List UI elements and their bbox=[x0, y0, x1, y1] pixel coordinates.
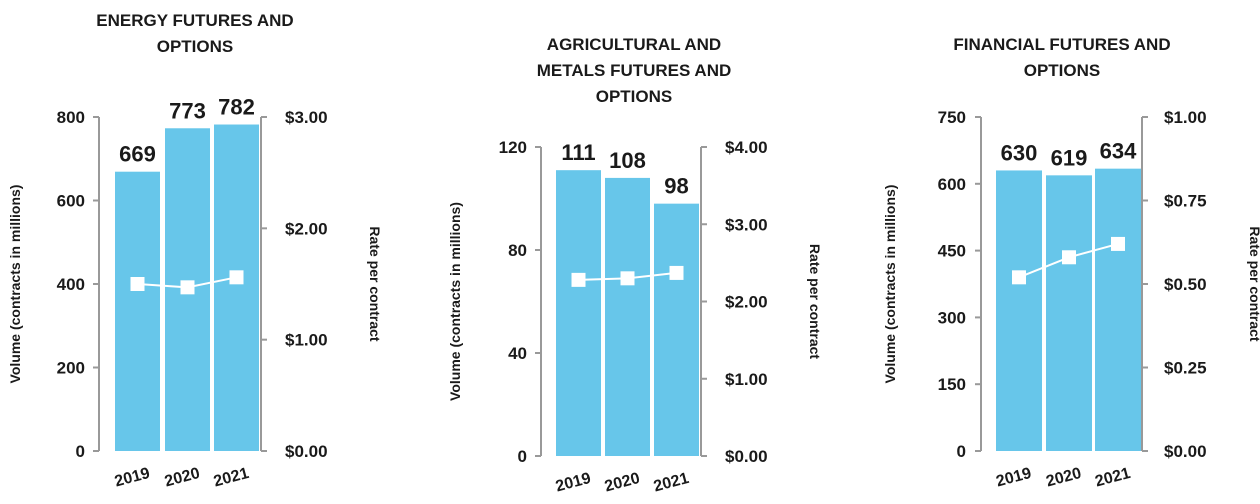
rate-marker bbox=[1062, 250, 1076, 265]
left-axis-tick-label: 750 bbox=[938, 108, 966, 127]
left-axis-tick-label: 450 bbox=[938, 242, 966, 261]
x-axis-category-label: 2021 bbox=[1093, 465, 1132, 491]
right-axis-tick-label: $1.00 bbox=[725, 370, 768, 389]
right-axis-tick-label: $0.50 bbox=[1164, 275, 1207, 294]
bar-data-label: 98 bbox=[664, 174, 688, 199]
x-axis-category-label: 2019 bbox=[554, 470, 593, 496]
y2-axis-title: Rate per contract bbox=[1247, 226, 1260, 341]
bar-data-label: 108 bbox=[609, 148, 646, 173]
financial-chart: FINANCIAL FUTURES AND OPTIONS 0 150 300 450 60… bbox=[882, 35, 1260, 491]
bar bbox=[1046, 175, 1092, 451]
x-axis-category-label: 2019 bbox=[113, 465, 152, 491]
left-axis-tick-label: 600 bbox=[57, 192, 85, 211]
right-axis-tick-label: $0.00 bbox=[285, 442, 328, 461]
rate-marker bbox=[620, 271, 635, 286]
bar-data-label: 634 bbox=[1100, 139, 1137, 164]
rate-marker bbox=[180, 280, 195, 295]
chart-title-line: AGRICULTURAL AND bbox=[547, 35, 721, 54]
rate-marker bbox=[669, 265, 684, 280]
left-axis-tick-label: 150 bbox=[938, 375, 966, 394]
left-axis-tick-label: 120 bbox=[499, 138, 527, 157]
rate-marker bbox=[130, 277, 145, 291]
x-axis-category-label: 2021 bbox=[212, 465, 251, 491]
left-axis-tick-label: 800 bbox=[57, 108, 85, 127]
x-axis-category-label: 2020 bbox=[163, 465, 202, 491]
bar-data-label: 111 bbox=[561, 140, 595, 165]
right-axis-tick-label: $1.00 bbox=[285, 331, 328, 350]
right-axis-tick-label: $0.00 bbox=[725, 447, 768, 466]
y-axis-title: Volume (contracts in millions) bbox=[882, 185, 898, 384]
chart-title-line: ENERGY FUTURES AND bbox=[96, 11, 293, 30]
left-axis-tick-label: 40 bbox=[508, 344, 527, 363]
bar bbox=[996, 170, 1042, 451]
bar bbox=[605, 177, 650, 456]
left-axis-tick-label: 0 bbox=[957, 442, 966, 461]
rate-marker bbox=[229, 270, 244, 285]
chart-title-line: FINANCIAL FUTURES AND bbox=[953, 35, 1170, 54]
bar bbox=[214, 124, 259, 451]
left-axis-tick-label: 80 bbox=[508, 241, 527, 260]
y2-axis-title: Rate per contract bbox=[807, 244, 823, 359]
x-axis-category-label: 2020 bbox=[1044, 465, 1083, 491]
bar bbox=[115, 171, 160, 451]
left-axis-tick-label: 200 bbox=[57, 359, 85, 378]
bar-data-label: 773 bbox=[169, 98, 206, 123]
rate-marker bbox=[1111, 236, 1125, 251]
bar-data-label: 782 bbox=[218, 95, 255, 120]
y-axis-title: Volume (contracts in millions) bbox=[447, 202, 463, 401]
left-axis-tick-label: 300 bbox=[938, 308, 966, 327]
agricultural-metals-chart: AGRICULTURAL AND METALS FUTURES AND OPTION… bbox=[447, 35, 823, 496]
energy-chart: ENERGY FUTURES AND OPTIONS 0 200 400 600 800 $0… bbox=[7, 11, 383, 491]
rate-marker bbox=[1012, 270, 1026, 285]
bar-data-label: 669 bbox=[119, 142, 156, 167]
bar bbox=[1095, 168, 1141, 451]
y-axis-title: Volume (contracts in millions) bbox=[7, 185, 23, 384]
bar-data-label: 630 bbox=[1001, 140, 1038, 165]
x-axis-category-label: 2020 bbox=[603, 470, 642, 496]
right-axis-tick-label: $0.75 bbox=[1164, 192, 1207, 211]
rate-marker bbox=[571, 272, 586, 287]
right-axis-tick-label: $3.00 bbox=[285, 108, 328, 127]
left-axis-tick-label: 600 bbox=[938, 175, 966, 194]
right-axis-tick-label: $0.00 bbox=[1164, 442, 1207, 461]
right-axis-tick-label: $3.00 bbox=[725, 215, 768, 234]
left-axis-tick-label: 0 bbox=[518, 447, 527, 466]
left-axis-tick-label: 0 bbox=[76, 442, 85, 461]
right-axis-tick-label: $2.00 bbox=[285, 219, 328, 238]
left-axis-tick-label: 400 bbox=[57, 275, 85, 294]
x-axis-category-label: 2019 bbox=[994, 465, 1033, 491]
chart-title-line: METALS FUTURES AND bbox=[537, 61, 732, 80]
right-axis-tick-label: $4.00 bbox=[725, 138, 768, 157]
bar-data-label: 619 bbox=[1051, 145, 1088, 170]
chart-title-line: OPTIONS bbox=[596, 87, 673, 106]
right-axis-tick-label: $1.00 bbox=[1164, 108, 1207, 127]
y2-axis-title: Rate per contract bbox=[367, 226, 383, 341]
bar bbox=[654, 203, 699, 456]
chart-title-line: OPTIONS bbox=[1024, 61, 1101, 80]
right-axis-tick-label: $2.00 bbox=[725, 293, 768, 312]
right-axis-tick-label: $0.25 bbox=[1164, 359, 1207, 378]
x-axis-category-label: 2021 bbox=[652, 470, 691, 496]
chart-title-line: OPTIONS bbox=[157, 37, 234, 56]
bar bbox=[556, 170, 601, 457]
